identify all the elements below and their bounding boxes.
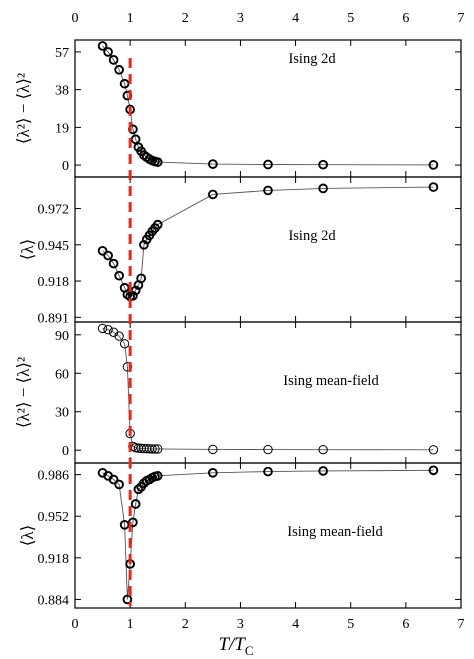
y-tick-label: 0.918	[38, 552, 70, 567]
y-tick-label: 19	[55, 121, 69, 136]
series-line	[102, 327, 434, 451]
bottom-x-tick-label: 3	[237, 617, 244, 632]
y-axis-label: ⟨λ²⟩ − ⟨λ⟩²	[14, 357, 33, 428]
data-point	[114, 331, 124, 341]
panel-4: 0.884 0.918 0.952 0.986 ⟨λ⟩ Ising mean-field	[18, 462, 462, 609]
panels-group: 0 19 38 57 ⟨λ²⟩ − ⟨λ⟩² Ising 2d 0.891 0.918 0.94…	[14, 39, 462, 609]
bottom-x-tick-label: 5	[347, 617, 354, 632]
bottom-x-tick-label: 4	[292, 617, 299, 632]
data-point	[103, 47, 113, 57]
x-axis-label: T/TC	[218, 634, 253, 658]
top-x-tick-label: 2	[182, 11, 189, 26]
y-tick-label: 0.945	[38, 239, 70, 254]
data-point	[428, 182, 439, 192]
top-x-tick-label: 3	[237, 11, 244, 26]
data-point	[428, 160, 439, 170]
data-point	[114, 270, 124, 281]
panel-label: Ising 2d	[288, 228, 336, 244]
data-point	[208, 189, 218, 200]
panel-label: Ising 2d	[288, 51, 336, 67]
data-point	[428, 465, 439, 476]
bottom-x-tick-label: 2	[182, 617, 189, 632]
y-tick-label: 0.884	[38, 593, 70, 608]
top-x-tick-label: 0	[72, 11, 79, 26]
top-x-tick-label: 7	[458, 11, 465, 26]
data-point	[150, 444, 160, 454]
data-point	[97, 41, 108, 51]
bottom-x-tick-label: 0	[72, 617, 79, 632]
panel-frame	[74, 462, 462, 609]
data-point	[208, 467, 218, 478]
data-point	[208, 159, 218, 169]
data-point	[318, 466, 328, 476]
data-point	[152, 157, 163, 167]
data-point	[108, 258, 119, 269]
data-point	[103, 250, 113, 261]
data-point	[119, 519, 130, 530]
y-axis-label: ⟨λ⟩	[18, 239, 37, 261]
y-tick-label: 57	[55, 46, 69, 61]
data-point	[263, 466, 273, 477]
series-line	[102, 45, 434, 166]
data-point	[263, 159, 273, 170]
data-point	[136, 273, 147, 284]
x-axis-label-subscript: C	[245, 643, 254, 658]
x-axis-label-main: T/T	[218, 634, 246, 655]
top-x-axis: 0 1 2 3 4 5 6 7	[72, 11, 465, 26]
panel-label: Ising mean-field	[283, 373, 379, 389]
panel-label: Ising mean-field	[287, 524, 383, 540]
y-tick-label: 90	[55, 329, 69, 344]
bottom-x-tick-label: 6	[402, 617, 409, 632]
data-point	[108, 474, 119, 485]
data-point	[130, 499, 141, 509]
y-tick-label: 0.952	[38, 510, 70, 525]
series-line	[102, 186, 434, 297]
data-point	[108, 55, 119, 65]
data-point	[97, 245, 108, 256]
y-tick-label: 0.972	[38, 203, 70, 218]
data-point	[208, 444, 218, 455]
bottom-x-tick-label: 7	[458, 617, 465, 632]
data-point	[97, 323, 108, 334]
data-point	[114, 479, 124, 490]
data-point	[119, 78, 130, 89]
data-point	[428, 445, 439, 455]
y-tick-label: 60	[55, 367, 69, 382]
data-point	[153, 444, 163, 454]
y-tick-label: 30	[55, 406, 69, 421]
data-point	[318, 159, 328, 170]
data-point	[122, 594, 133, 605]
panel-2: 0.891 0.918 0.945 0.972 ⟨λ⟩ Ising 2d	[18, 176, 462, 326]
y-tick-label: 0	[62, 159, 69, 174]
data-point	[318, 183, 328, 194]
top-x-tick-label: 5	[347, 11, 354, 26]
data-point	[130, 134, 141, 145]
top-x-tick-label: 4	[292, 11, 299, 26]
data-point	[114, 64, 124, 75]
data-point	[263, 444, 273, 455]
data-point	[263, 185, 273, 196]
y-tick-label: 0.918	[38, 275, 70, 290]
panel-3: 0 30 60 90 ⟨λ²⟩ − ⟨λ⟩² Ising mean-field	[14, 321, 462, 464]
bottom-x-tick-label: 1	[127, 617, 134, 632]
series-line	[102, 469, 434, 600]
y-tick-label: 0	[62, 444, 69, 459]
data-point	[147, 444, 157, 454]
bottom-x-axis: 0 1 2 3 4 5 6 7	[72, 617, 465, 632]
panel-1: 0 19 38 57 ⟨λ²⟩ − ⟨λ⟩² Ising 2d	[14, 39, 462, 178]
y-tick-label: 0.986	[38, 469, 70, 484]
panel-frame	[74, 39, 462, 178]
y-axis-label: ⟨λ²⟩ − ⟨λ⟩²	[14, 73, 33, 144]
top-x-tick-label: 6	[402, 11, 409, 26]
data-point	[152, 219, 163, 230]
y-axis-label: ⟨λ⟩	[18, 525, 37, 547]
top-x-tick-label: 1	[127, 11, 134, 26]
y-tick-label: 38	[55, 84, 69, 99]
data-point	[152, 470, 163, 481]
y-tick-label: 0.891	[38, 311, 70, 326]
data-point	[119, 339, 130, 349]
data-point	[103, 324, 113, 335]
data-point	[318, 444, 328, 455]
